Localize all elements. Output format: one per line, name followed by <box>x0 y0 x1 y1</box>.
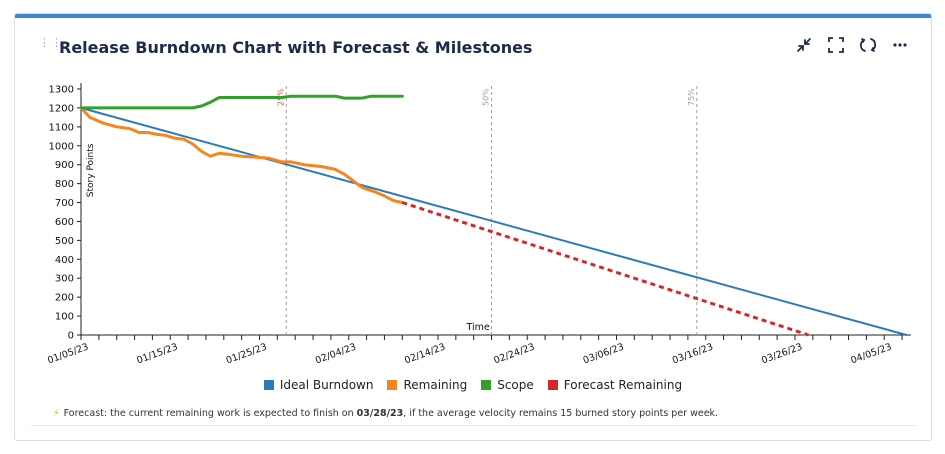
legend-label: Scope <box>497 378 534 392</box>
forecast-note-suffix: , if the average velocity remains 15 bur… <box>403 408 719 419</box>
legend-label: Forecast Remaining <box>563 378 683 392</box>
x-tick-label: 01/15/23 <box>135 341 179 366</box>
y-tick-label: 900 <box>55 160 74 171</box>
x-tick-label: 01/05/23 <box>46 341 90 366</box>
legend-swatch <box>263 380 274 390</box>
milestone-label: 75% <box>687 88 696 106</box>
y-tick-label: 300 <box>55 274 74 285</box>
chart-legend: Ideal Burndown Remaining Scope Forecast Rem… <box>15 378 931 392</box>
x-tick-label: 03/26/23 <box>760 341 804 366</box>
x-tick-label: 02/04/23 <box>314 341 358 366</box>
y-tick-label: 200 <box>55 293 74 304</box>
legend-label: Remaining <box>403 378 468 392</box>
legend-item[interactable]: Remaining <box>387 378 467 392</box>
forecast-note: ⚡ Forecast: the current remaining work is… <box>53 408 718 419</box>
y-tick-label: 1300 <box>49 85 74 96</box>
legend-item[interactable]: Forecast Remaining <box>547 378 683 392</box>
y-tick-label: 400 <box>55 255 74 266</box>
widget-toolbar <box>795 36 909 54</box>
x-axis-label: Time <box>466 322 490 333</box>
y-axis-label: Story Points <box>86 143 96 197</box>
series-line-remaining <box>79 106 404 204</box>
y-tick-label: 800 <box>55 179 74 190</box>
expand-icon[interactable] <box>827 36 845 54</box>
legend-swatch <box>387 380 398 390</box>
series-line-scope <box>79 94 404 110</box>
y-tick-label: 1000 <box>49 141 74 152</box>
milestone-label: 50% <box>482 88 491 106</box>
series-line-forecast-remaining <box>401 201 809 337</box>
y-tick-label: 0 <box>68 331 74 342</box>
lightning-icon: ⚡ <box>53 408 60 419</box>
x-tick-label: 02/24/23 <box>492 341 536 366</box>
y-tick-label: 500 <box>55 236 74 247</box>
legend-swatch <box>481 380 492 390</box>
legend-swatch <box>547 380 558 390</box>
footer-divider <box>31 425 915 426</box>
collapse-icon[interactable] <box>795 36 813 54</box>
series-line-ideal-burndown <box>80 106 908 336</box>
forecast-date: 03/28/23 <box>356 408 404 419</box>
more-icon[interactable] <box>891 36 909 54</box>
x-tick-label: 04/05/23 <box>849 341 893 366</box>
x-tick-label: 03/06/23 <box>582 341 626 366</box>
x-tick-label: 02/14/23 <box>403 341 447 366</box>
burndown-chart: 0 100 200 300 400 500 600 700 800 900 1000 1100 1200… <box>46 83 911 366</box>
forecast-note-prefix: Forecast: the current remaining work is … <box>63 408 357 419</box>
y-tick-label: 700 <box>55 198 74 209</box>
burndown-widget: ⋮⋮ Release Burndown Chart with Forecast … <box>14 13 932 441</box>
refresh-icon[interactable] <box>859 36 877 54</box>
legend-item[interactable]: Scope <box>481 378 534 392</box>
widget-accent-bar <box>15 14 931 18</box>
legend-label: Ideal Burndown <box>279 378 374 392</box>
legend-item[interactable]: Ideal Burndown <box>263 378 374 392</box>
x-tick-label: 03/16/23 <box>671 341 715 366</box>
y-tick-label: 1100 <box>49 122 74 133</box>
y-tick-label: 600 <box>55 217 74 228</box>
y-tick-label: 100 <box>55 312 74 323</box>
widget-title: Release Burndown Chart with Forecast & M… <box>59 38 533 57</box>
x-tick-label: 01/25/23 <box>225 341 269 366</box>
y-tick-label: 1200 <box>49 103 74 114</box>
